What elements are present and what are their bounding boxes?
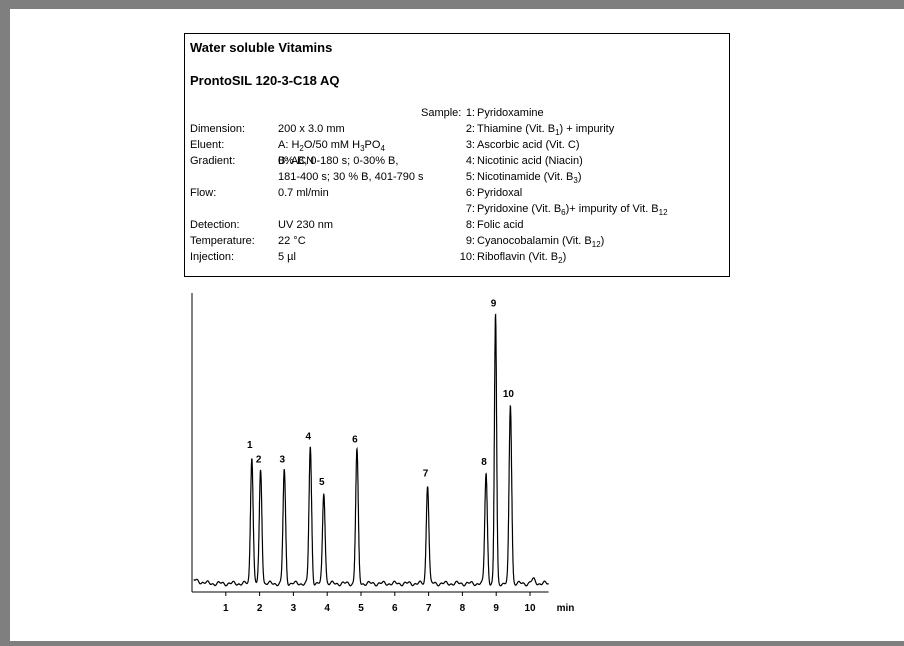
x-tick-label: 3 (291, 603, 297, 614)
peak-label: 3 (279, 454, 285, 465)
peak-label: 10 (503, 389, 515, 400)
sample-number: 4: (465, 155, 475, 167)
sample-name: Ascorbic acid (Vit. C) (477, 139, 580, 151)
peak-label: 2 (256, 454, 262, 465)
peak-label: 9 (491, 299, 497, 310)
peak-label: 1 (247, 440, 253, 451)
param-value: 5 µl (278, 251, 296, 263)
x-tick-label: 9 (493, 603, 499, 614)
param-label: Gradient: (190, 155, 236, 167)
chromatogram-trace (193, 313, 550, 587)
x-tick-label: 10 (524, 603, 536, 614)
sample-number: 9: (465, 235, 475, 247)
method-info-box: Water soluble Vitamins ProntoSIL 120-3-C… (184, 33, 730, 277)
x-tick-label: 8 (460, 603, 466, 614)
sample-name: Folic acid (477, 219, 524, 231)
sample-name: Thiamine (Vit. B1) + impurity (477, 123, 615, 137)
sample-name: Cyanocobalamin (Vit. B12) (477, 235, 605, 249)
param-value: 0% B, 0-180 s; 0-30% B, (278, 155, 399, 167)
param-value: 22 °C (278, 235, 306, 247)
peak-label: 8 (481, 457, 487, 468)
param-label: Eluent: (190, 139, 225, 151)
param-value: B: ACN (278, 155, 315, 167)
sample-name: Nicotinic acid (Niacin) (477, 155, 583, 167)
x-tick-label: 5 (358, 603, 364, 614)
peak-label: 7 (423, 468, 429, 479)
sample-number: 8: (465, 219, 475, 231)
sample-number: 7: (465, 203, 475, 215)
param-label: Temperature: (190, 235, 255, 247)
column-name: ProntoSIL 120-3-C18 AQ (190, 73, 340, 88)
param-value: UV 230 nm (278, 219, 334, 231)
sample-number: 6: (465, 187, 475, 199)
box-title: Water soluble Vitamins (190, 40, 333, 55)
param-label: Injection: (190, 251, 235, 263)
x-axis-label: min (557, 603, 575, 614)
sample-number: 2: (465, 123, 475, 135)
x-tick-label: 6 (392, 603, 398, 614)
sample-name: Riboflavin (Vit. B2) (477, 251, 567, 265)
sample-name: Pyridoxamine (477, 107, 544, 119)
peak-label: 4 (306, 432, 312, 443)
param-value: 200 x 3.0 mm (278, 123, 345, 135)
x-tick-label: 4 (324, 603, 330, 614)
sample-number: 5: (465, 171, 475, 183)
sample-name: Pyridoxine (Vit. B6)+ impurity of Vit. B… (477, 203, 668, 217)
param-value: 0.7 ml/min (278, 187, 329, 199)
sample-name: Nicotinamide (Vit. B3) (477, 171, 582, 185)
peak-label: 5 (319, 477, 325, 488)
peak-label: 6 (352, 435, 358, 446)
param-label: Dimension: (190, 123, 246, 135)
sample-number: 3: (465, 139, 475, 151)
sample-number: 10: (459, 251, 475, 263)
x-tick-label: 1 (223, 603, 229, 614)
param-value: 181-400 s; 30 % B, 401-790 s (278, 171, 424, 183)
param-value: A: H2O/50 mM H3PO4 (278, 139, 385, 153)
param-label: Detection: (190, 219, 240, 231)
sample-label: Sample: (421, 107, 462, 119)
sample-number: 1: (465, 107, 475, 119)
param-label: Flow: (190, 187, 217, 199)
x-tick-label: 2 (257, 603, 263, 614)
sample-name: Pyridoxal (477, 187, 523, 199)
x-tick-label: 7 (426, 603, 432, 614)
